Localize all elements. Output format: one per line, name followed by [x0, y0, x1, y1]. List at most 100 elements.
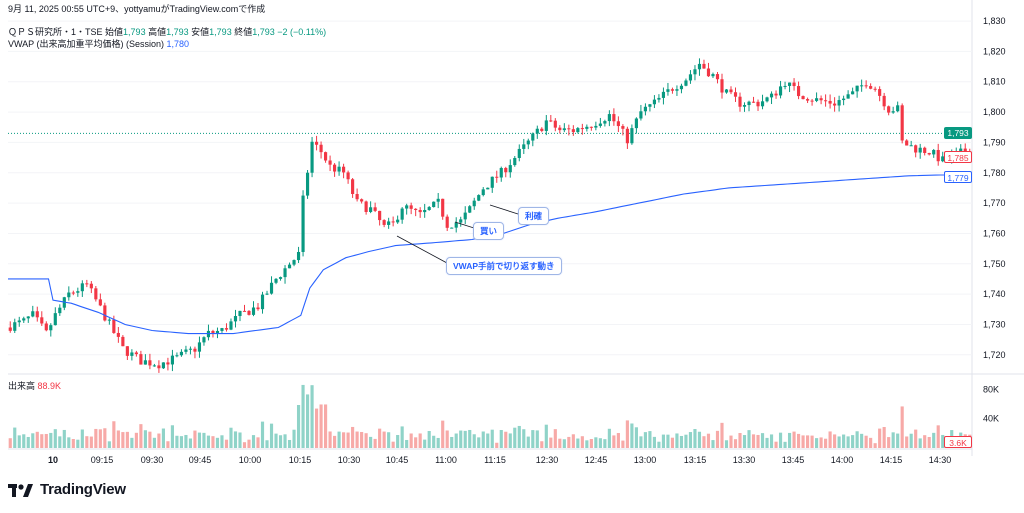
open-value: 1,793 — [123, 27, 146, 37]
volume-bar — [652, 436, 656, 448]
candle-body — [585, 126, 589, 129]
candle-body — [432, 201, 436, 208]
candle-body — [76, 291, 80, 293]
candle-body — [103, 305, 107, 321]
volume-bar — [589, 439, 593, 448]
candle-body — [324, 152, 328, 161]
candle-body — [22, 318, 26, 321]
volume-bar — [887, 437, 891, 448]
candle-body — [229, 321, 233, 330]
volume-bar — [688, 432, 693, 448]
candle-body — [828, 100, 832, 104]
candle-body — [278, 277, 283, 279]
volume-bar — [576, 438, 580, 448]
volume-bar — [459, 430, 463, 448]
candle-body — [576, 128, 580, 133]
x-tick-label: 09:15 — [91, 455, 114, 465]
volume-bar — [233, 431, 238, 448]
candle-body — [220, 328, 224, 331]
candle-body — [959, 148, 963, 152]
volume-bar — [22, 434, 26, 448]
volume-bar — [765, 437, 769, 448]
volume-bar — [310, 385, 314, 448]
volume-legend[interactable]: 出来高 88.9K — [8, 379, 61, 392]
volume-bar — [179, 436, 184, 448]
x-tick-label: 10:00 — [239, 455, 262, 465]
volume-bar — [342, 432, 346, 448]
open-label: 始値 — [105, 27, 124, 37]
candle-body — [211, 330, 215, 334]
candle-body — [562, 128, 566, 131]
candle-body — [477, 195, 481, 201]
vwap-legend[interactable]: VWAP (出来高加重平均価格) (Session) 1,780 — [8, 37, 189, 50]
candle-body — [778, 86, 783, 96]
candle-body — [296, 251, 301, 261]
candle-body — [643, 106, 647, 112]
volume-bar — [751, 434, 756, 448]
candle-body — [796, 86, 801, 97]
volume-bar — [639, 436, 643, 448]
volume-bar — [549, 437, 553, 448]
volume-bar — [594, 437, 598, 448]
candle-body — [459, 219, 463, 223]
candle-body — [414, 208, 418, 211]
volume-bar — [85, 436, 89, 448]
volume-bar — [806, 435, 810, 448]
last-price-badge: 1,793 — [944, 127, 972, 139]
volume-bar — [792, 431, 796, 448]
candle-body — [504, 167, 508, 173]
volume-bar — [35, 431, 39, 448]
candle-body — [67, 292, 71, 298]
candle-body — [378, 210, 382, 221]
candle-body — [26, 316, 30, 319]
volume-bar — [423, 439, 427, 448]
candle-body — [342, 166, 346, 173]
volume-bar — [481, 431, 485, 448]
candle-body — [598, 123, 602, 126]
volume-bar — [414, 437, 418, 448]
symbol-legend[interactable]: ＱＰＳ研究所・1・TSE 始値1,793 高値1,793 安値1,793 終値1… — [8, 25, 326, 38]
x-tick-label: 10:30 — [338, 455, 361, 465]
buy-callout[interactable]: 買い — [473, 222, 505, 240]
symbol-name: ＱＰＳ研究所・1・TSE — [8, 27, 103, 37]
candle-body — [720, 79, 724, 93]
y-tick-label: 1,740 — [983, 289, 1006, 299]
candle-body — [107, 319, 111, 321]
attribution-text: 9月 11, 2025 00:55 UTC+9、yottyamuがTrading… — [8, 4, 266, 14]
tradingview-logo[interactable]: TradingView — [8, 481, 126, 498]
volume-bar — [679, 435, 684, 448]
candle-body — [382, 220, 386, 225]
candle-body — [634, 118, 638, 129]
volume-bar — [616, 433, 620, 448]
volume-bar — [558, 438, 562, 448]
volume-bar — [251, 435, 256, 448]
volume-bar — [427, 430, 431, 448]
volume-bar — [112, 421, 116, 448]
y-tick-label: 1,830 — [983, 16, 1006, 26]
candle-body — [85, 283, 89, 285]
volume-bar — [161, 428, 165, 448]
volume-bar — [89, 436, 93, 448]
volume-value: 88.9K — [37, 381, 62, 391]
vwap-bounce-callout[interactable]: VWAP手前で切り返す動き — [446, 257, 562, 275]
candle-body — [751, 101, 756, 103]
candle-body — [851, 91, 855, 95]
volume-bar — [346, 432, 350, 448]
candle-body — [13, 322, 17, 331]
volume-tick-label: 80K — [983, 384, 999, 394]
volume-bar — [630, 423, 634, 448]
candle-body — [292, 260, 296, 265]
x-tick-label: 13:00 — [634, 455, 657, 465]
volume-bar — [130, 437, 134, 448]
volume-bar — [914, 429, 918, 448]
candle-body — [49, 325, 53, 331]
candle-body — [166, 362, 170, 365]
take-profit-callout[interactable]: 利確 — [518, 207, 550, 225]
vwap-line — [8, 173, 972, 335]
volume-bar — [927, 436, 931, 448]
volume-bar — [396, 435, 400, 448]
candle-body — [265, 293, 269, 295]
volume-bar — [675, 433, 679, 448]
volume-bar — [612, 435, 616, 448]
